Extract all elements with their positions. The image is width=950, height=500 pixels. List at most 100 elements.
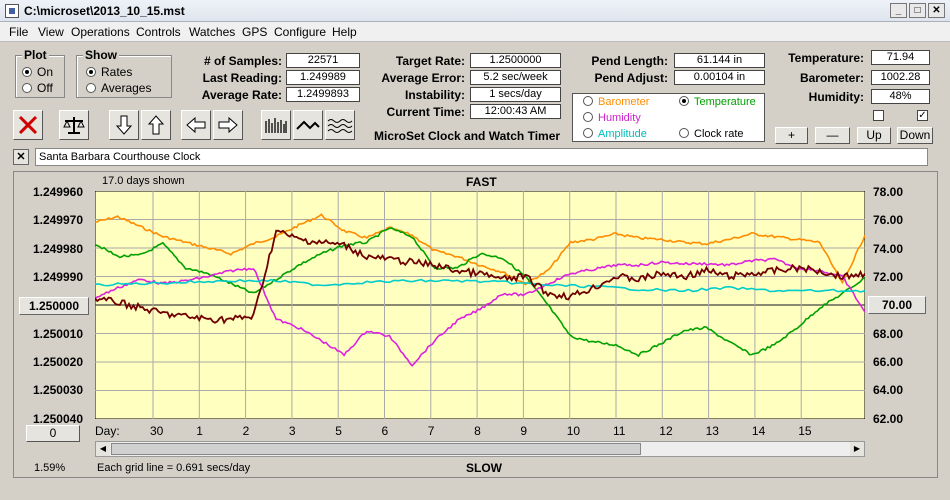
x-tick-label: 2 — [242, 424, 250, 438]
up-button[interactable]: Up — [857, 127, 891, 144]
scroll-left-arrow-icon[interactable]: ◀ — [96, 442, 110, 456]
x-tick-label: 9 — [520, 424, 528, 438]
menu-help[interactable]: Help — [332, 25, 357, 39]
radio-dot — [583, 128, 593, 138]
x-tick-label: 3 — [288, 424, 296, 438]
y-right-tick: 64.00 — [873, 383, 904, 397]
humidity-radio[interactable]: Humidity — [583, 112, 641, 124]
last-reading-label: Last Reading: — [202, 71, 282, 85]
y-left-tick: 1.250040 — [32, 412, 83, 426]
y-left-tick: 1.250030 — [32, 383, 83, 397]
clear-clock-button[interactable]: ✕ — [13, 149, 29, 165]
amplitude-series-line — [95, 278, 865, 293]
show-averages-radio[interactable]: Averages — [86, 81, 151, 95]
minus-button[interactable]: — — [815, 127, 850, 144]
center-rate-button[interactable]: 1.250000 — [19, 297, 89, 315]
target-rate-value: 1.2500000 — [470, 53, 561, 68]
minimize-button[interactable]: _ — [890, 3, 907, 18]
y-right-tick: 76.00 — [873, 213, 904, 227]
humidity-label: Humidity: — [808, 90, 864, 104]
pend-adjust-label: Pend Adjust: — [594, 71, 668, 85]
barometer-label: Barometer: — [799, 71, 864, 85]
x-tick-label: 30 — [150, 424, 164, 438]
option-checkbox-2[interactable]: ✓ — [917, 110, 928, 121]
temperature-radio[interactable]: Temperature — [679, 96, 756, 108]
radio-dot — [679, 128, 689, 138]
menu-controls[interactable]: Controls — [136, 25, 181, 39]
temperature-label: Temperature: — [788, 51, 864, 65]
title-bar: C:\microset\2013_10_15.mst _ □ ✕ — [0, 0, 950, 22]
menu-bar: File View Operations Controls Watches GP… — [0, 22, 950, 42]
menu-view[interactable]: View — [38, 25, 64, 39]
clockrate-radio[interactable]: Clock rate — [679, 128, 744, 140]
barometer-radio-label: Barometer — [598, 96, 650, 108]
pend-length-label: Pend Length: — [591, 54, 668, 68]
y-right-tick: 78.00 — [873, 185, 904, 199]
clock-name-field[interactable]: Santa Barbara Courthouse Clock — [35, 148, 928, 166]
close-window-button[interactable]: ✕ — [928, 3, 945, 18]
percent-label: 1.59% — [34, 462, 66, 474]
menu-configure[interactable]: Configure — [274, 25, 327, 39]
offset-button[interactable]: 0 — [26, 425, 80, 442]
menu-watches[interactable]: Watches — [189, 25, 236, 39]
option-checkbox-1[interactable] — [873, 110, 884, 121]
current-time-label: Current Time: — [386, 105, 465, 119]
radio-dot — [22, 67, 32, 77]
y-left-tick: 1.249990 — [32, 270, 83, 284]
center-env-button[interactable]: 70.00 — [868, 296, 926, 314]
fast-label: FAST — [466, 175, 497, 189]
clock-rate-series-line — [95, 229, 865, 325]
amplitude-radio-label: Amplitude — [598, 128, 647, 140]
menu-operations[interactable]: Operations — [71, 25, 130, 39]
plot-group-title: Plot — [22, 48, 49, 62]
samples-label: # of Samples: — [203, 54, 282, 68]
line-view-button[interactable] — [293, 110, 323, 140]
humidity-value: 48% — [871, 89, 930, 104]
bar-view-button[interactable] — [261, 110, 291, 140]
arrow-right-icon — [218, 116, 238, 134]
scroll-thumb[interactable] — [111, 443, 641, 455]
plot-off-radio[interactable]: Off — [22, 81, 53, 95]
x-tick-label: 13 — [705, 424, 719, 438]
scroll-up-button[interactable] — [141, 110, 171, 140]
balance-button[interactable] — [59, 110, 89, 140]
instability-label: Instability: — [404, 88, 465, 102]
stop-button[interactable] — [13, 110, 43, 140]
y-left-tick: 1.249970 — [32, 213, 83, 227]
show-rates-radio[interactable]: Rates — [86, 65, 132, 79]
slow-label: SLOW — [466, 461, 502, 475]
down-button[interactable]: Down — [897, 127, 933, 144]
x-tick-label: 8 — [474, 424, 481, 438]
amplitude-radio[interactable]: Amplitude — [583, 128, 647, 140]
pend-length-value: 61.144 in — [674, 53, 765, 68]
y-right-tick: 62.00 — [873, 412, 904, 426]
plot-on-radio[interactable]: On — [22, 65, 53, 79]
y-right-tick: 72.00 — [873, 270, 904, 284]
humidity-radio-label: Humidity — [598, 112, 641, 124]
x-tick-label: 15 — [798, 424, 812, 438]
day-axis-label: Day: — [95, 424, 120, 438]
app-icon — [5, 4, 19, 18]
scroll-left-button[interactable] — [181, 110, 211, 140]
menu-file[interactable]: File — [9, 25, 29, 39]
x-tick-label: 11 — [613, 424, 626, 438]
maximize-button[interactable]: □ — [909, 3, 926, 18]
plot-group: Plot On Off — [15, 48, 65, 98]
temperature-series-line — [95, 213, 865, 286]
scroll-right-button[interactable] — [213, 110, 243, 140]
menu-gps[interactable]: GPS — [242, 25, 268, 39]
time-scrollbar[interactable]: ◀ ▶ — [95, 441, 865, 457]
arrow-down-icon — [115, 115, 133, 135]
clockrate-radio-label: Clock rate — [694, 128, 744, 140]
balance-icon — [63, 117, 85, 134]
radio-dot — [583, 112, 593, 122]
pend-adjust-value: 0.00104 in — [674, 70, 765, 85]
x-tick-label: 5 — [335, 424, 342, 438]
scroll-down-button[interactable] — [109, 110, 139, 140]
wave-view-button[interactable] — [325, 110, 355, 140]
window-title: C:\microset\2013_10_15.mst — [24, 4, 185, 18]
scroll-right-arrow-icon[interactable]: ▶ — [850, 442, 864, 456]
plus-button[interactable]: + — [775, 127, 808, 144]
barometer-radio[interactable]: Barometer — [583, 96, 649, 108]
radio-dot — [679, 96, 689, 106]
